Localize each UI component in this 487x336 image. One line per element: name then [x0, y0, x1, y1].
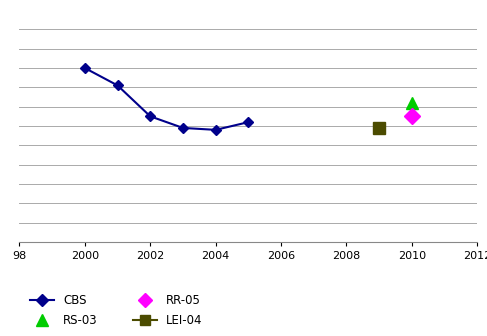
Legend: CBS, RS-03, RR-05, LEI-04: CBS, RS-03, RR-05, LEI-04	[25, 290, 207, 332]
